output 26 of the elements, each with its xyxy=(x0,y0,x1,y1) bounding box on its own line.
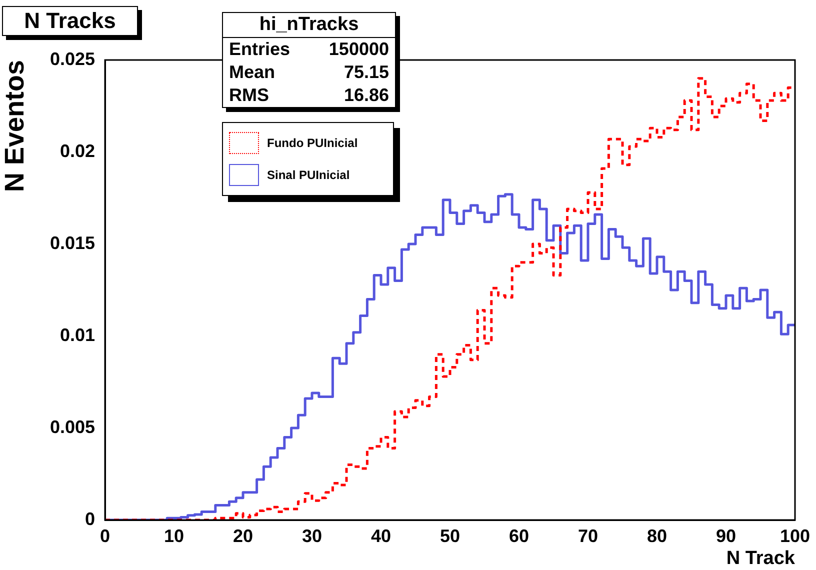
y-tick-label: 0.01 xyxy=(60,324,95,345)
legend-label: Fundo PUInicial xyxy=(267,136,358,150)
y-tick-label: 0.025 xyxy=(50,48,95,69)
x-tick-label: 80 xyxy=(646,526,668,546)
x-tick-label: 50 xyxy=(440,526,460,546)
x-tick-label: 40 xyxy=(370,526,392,546)
x-tick-label: 0 xyxy=(100,526,110,546)
y-tick-label: 0.015 xyxy=(50,232,95,253)
y-tick-label: 0 xyxy=(84,508,95,529)
x-tick-label: 30 xyxy=(302,526,322,546)
legend-label: Sinal PUInicial xyxy=(267,168,350,182)
x-tick-label: 70 xyxy=(578,526,598,546)
x-tick-label: 20 xyxy=(232,526,254,546)
y-tick-label: 0.02 xyxy=(60,140,95,161)
text: Mean 75.15 xyxy=(229,62,389,82)
x-axis-title: N Track xyxy=(726,548,796,569)
text: Entries 150000 xyxy=(229,39,389,59)
x-tick-label: 10 xyxy=(164,526,184,546)
x-tick-label: 60 xyxy=(508,526,530,546)
y-tick-label: 0.005 xyxy=(50,416,95,437)
chart-title: N Tracks xyxy=(2,6,138,36)
text: hi_nTracks xyxy=(223,13,395,38)
text: RMS 16.86 xyxy=(229,85,389,105)
y-axis-title: N Eventos xyxy=(0,60,30,192)
x-tick-label: 100 xyxy=(780,526,810,546)
x-tick-label: 90 xyxy=(716,526,736,546)
